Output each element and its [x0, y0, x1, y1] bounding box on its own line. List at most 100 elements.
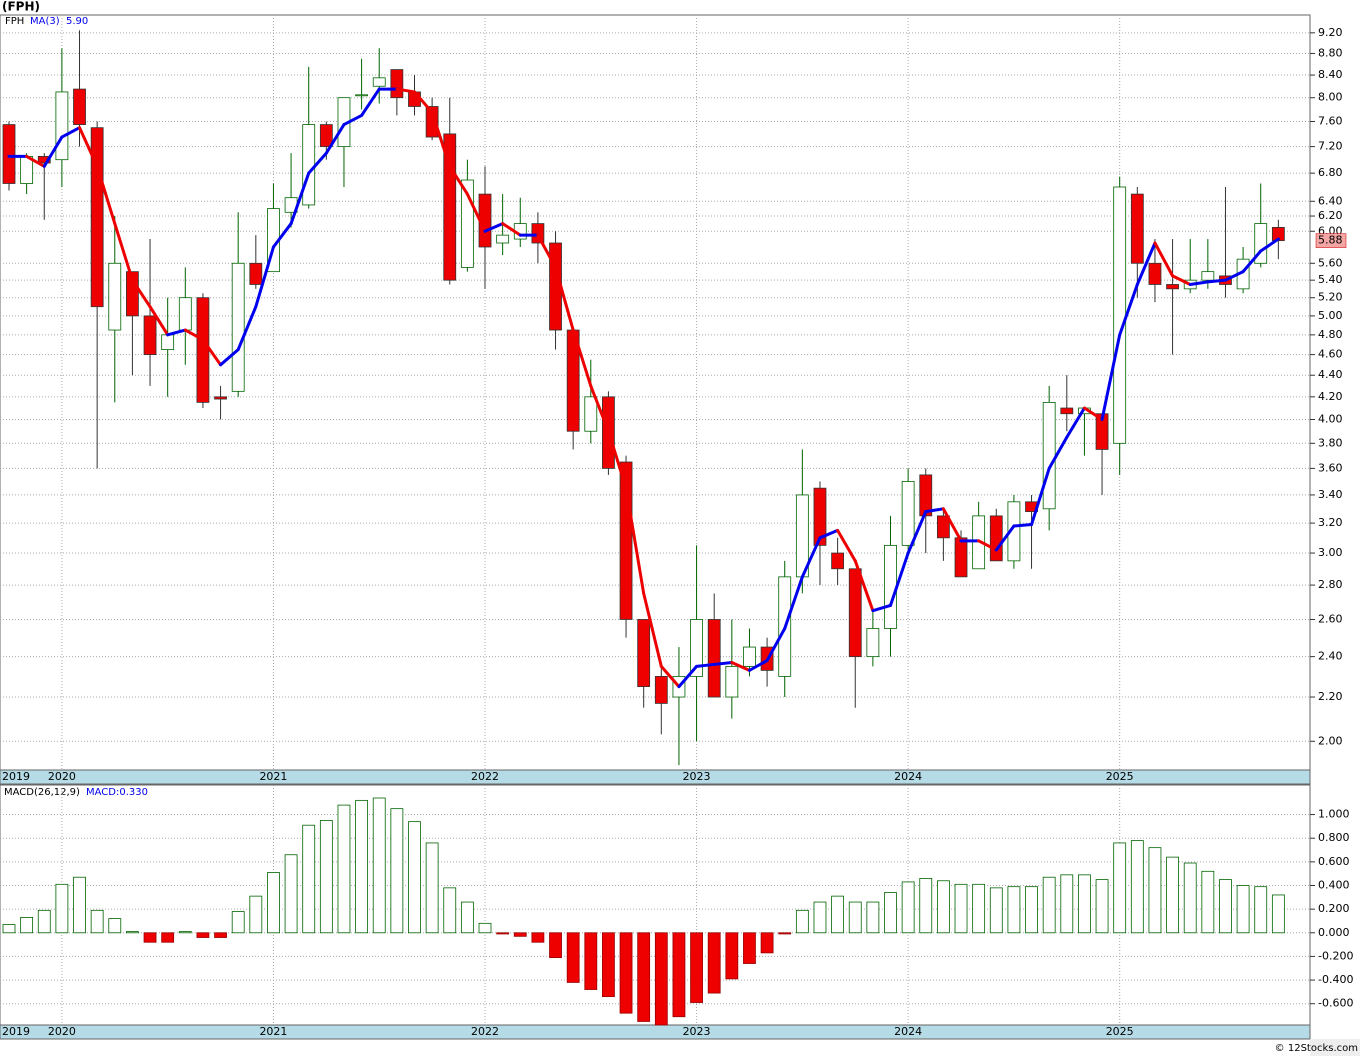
macd-bar [55, 883, 69, 934]
candle-body [936, 515, 950, 539]
ma-segment [25, 154, 46, 168]
y-tick-label: 5.00 [1318, 309, 1343, 322]
macd-bar [1007, 886, 1021, 934]
ma-segment [1047, 435, 1069, 470]
x-tick-label: 2023 [683, 1025, 711, 1038]
macd-bar [1130, 840, 1144, 934]
macd-bar [936, 880, 950, 934]
candle-body [390, 69, 404, 99]
y-tick-label: 3.60 [1318, 461, 1343, 474]
ma-segment [659, 664, 681, 689]
candle-body [37, 155, 51, 164]
ma-segment [201, 338, 223, 367]
ma-segment [130, 278, 152, 309]
candle-body [884, 544, 897, 629]
candle-body [813, 487, 827, 546]
ma-segment [695, 662, 716, 668]
ma-segment [765, 626, 787, 663]
candle-body [1007, 501, 1021, 562]
macd-bar [249, 895, 263, 934]
y-tick-label: 5.40 [1318, 273, 1343, 286]
ma-segment [800, 536, 822, 579]
y-tick-label: 3.80 [1318, 436, 1343, 449]
y-tick-label: 9.20 [1318, 26, 1343, 39]
macd-bar [231, 911, 245, 934]
y-tick-label: 3.20 [1318, 516, 1343, 529]
macd-bar [637, 932, 651, 1022]
macd-bar [1201, 870, 1215, 934]
macd-bar [161, 932, 175, 943]
x-tick-label: 2023 [683, 770, 711, 783]
candle-body [214, 396, 227, 400]
ma-segment [42, 135, 64, 168]
y-tick-label: -0.600 [1318, 997, 1353, 1010]
candle-body [249, 262, 263, 285]
macd-bar [214, 932, 227, 938]
ma-segment [465, 192, 487, 233]
macd-bar [531, 932, 545, 943]
macd-bar [408, 821, 421, 934]
ma-segment [554, 265, 575, 332]
macd-bar [654, 932, 668, 1026]
ma-segment [1012, 523, 1034, 528]
footer-bg [1310, 1039, 1360, 1056]
candle-body [143, 315, 157, 356]
y-tick-label: 4.20 [1318, 390, 1343, 403]
y-tick-label: 6.80 [1318, 166, 1343, 179]
last-price-label: 5.88 [1318, 234, 1343, 247]
ma-segment [148, 305, 170, 337]
ma-segment [836, 528, 857, 563]
ma-segment [1206, 278, 1227, 284]
y-tick-label: -0.400 [1318, 973, 1353, 986]
candle-body [496, 234, 510, 244]
candle-body [989, 515, 1003, 562]
macd-bar [795, 909, 809, 934]
ma-segment [536, 233, 558, 269]
ma-segment [747, 659, 769, 672]
ma-segment [871, 603, 892, 613]
y-tick-label: 3.00 [1318, 546, 1343, 559]
ma-segment [1100, 333, 1122, 421]
ma-segment [78, 126, 99, 168]
macd-bar [319, 820, 333, 934]
x-tick-label: 2024 [894, 770, 922, 783]
macd-bar [37, 909, 51, 934]
macd-bar [284, 854, 298, 934]
candle-body [231, 262, 245, 392]
macd-bar [73, 876, 86, 934]
macd-bar [302, 824, 316, 934]
macd-bar [672, 932, 686, 1018]
y-tick-label: 0.400 [1318, 878, 1350, 891]
candle-body [1148, 262, 1162, 285]
ma-segment [289, 171, 311, 226]
ma-segment [624, 486, 646, 595]
macd-bar [478, 922, 492, 934]
candle-body [108, 262, 122, 331]
x-tick-label: 2020 [48, 1025, 76, 1038]
y-tick-label: 2.20 [1318, 690, 1343, 703]
candle-body [355, 94, 369, 97]
candle-body [178, 297, 192, 331]
macd-bar [425, 842, 439, 934]
macd-bar [743, 932, 756, 964]
candle-body [372, 77, 386, 87]
macd-bar [1183, 862, 1197, 934]
ma-segment [924, 507, 945, 514]
macd-bar [178, 931, 192, 934]
macd-bar [1042, 876, 1056, 934]
macd-bar [919, 877, 933, 934]
candle-body [1166, 284, 1179, 290]
macd-bar [584, 932, 598, 990]
macd-bar [848, 901, 862, 934]
y-tick-label: 2.60 [1318, 612, 1343, 625]
macd-bar [267, 872, 280, 934]
ma-segment [342, 113, 364, 127]
candle-body [1130, 193, 1144, 264]
candle-body [196, 297, 210, 403]
ma-segment [1259, 237, 1280, 253]
macd-bar [1148, 847, 1162, 934]
candle-body [584, 396, 598, 432]
macd-bar [1095, 879, 1109, 934]
x-tick-label: 2021 [259, 770, 287, 783]
macd-bar [126, 931, 139, 934]
